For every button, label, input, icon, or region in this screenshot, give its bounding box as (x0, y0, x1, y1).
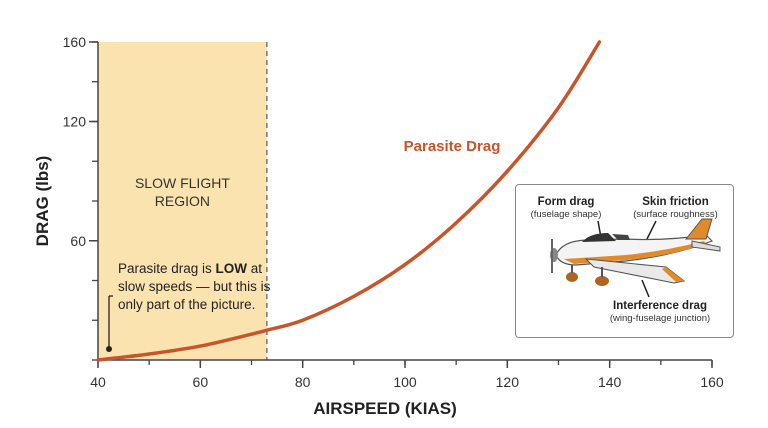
form-drag-title: Form drag (537, 196, 595, 208)
airplane-illustration (550, 218, 721, 298)
annotation-pointer-dot (106, 346, 112, 352)
form-drag-sub: (fuselage shape) (530, 209, 602, 220)
x-axis-title: AIRSPEED (KIAS) (313, 399, 457, 418)
annotation-text-bold: LOW (215, 261, 248, 276)
x-tick-label: 160 (700, 374, 724, 390)
annotation-text-before: Parasite drag is (118, 261, 216, 276)
y-tick-label: 60 (70, 233, 86, 249)
form-drag-label: Form drag (fuselage shape) (520, 195, 612, 221)
x-tick-label: 100 (393, 374, 417, 390)
y-axis-title: DRAG (lbs) (33, 156, 52, 247)
x-tick-label: 140 (598, 374, 622, 390)
interference-drag-title: Interference drag (613, 300, 707, 312)
x-tick-label: 60 (193, 374, 209, 390)
interference-drag-sub: (wing-fuselage junction) (609, 313, 711, 324)
x-tick-label: 40 (90, 374, 106, 390)
annotation-note: Parasite drag is LOW at slow speeds — bu… (118, 260, 278, 314)
skin-friction-title: Skin friction (642, 196, 709, 208)
skin-friction-sub: (surface roughness) (633, 209, 718, 220)
region-label-line2: REGION (155, 193, 210, 209)
series-label: Parasite Drag (404, 138, 501, 155)
x-tick-label: 80 (295, 374, 311, 390)
drag-types-inset: Form drag (fuselage shape) Skin friction… (515, 184, 734, 338)
annotation-text-after: at slow speeds — but this is only part o… (118, 261, 271, 312)
region-label-line1: SLOW FLIGHT (135, 175, 230, 191)
y-tick-label: 160 (63, 34, 87, 50)
parasite-drag-line (96, 40, 602, 362)
interference-drag-label: Interference drag (wing-fuselage junctio… (586, 299, 734, 325)
skin-friction-label: Skin friction (surface roughness) (618, 195, 733, 221)
x-tick-label: 120 (496, 374, 520, 390)
slow-flight-region (98, 42, 267, 360)
y-tick-label: 120 (63, 114, 87, 130)
